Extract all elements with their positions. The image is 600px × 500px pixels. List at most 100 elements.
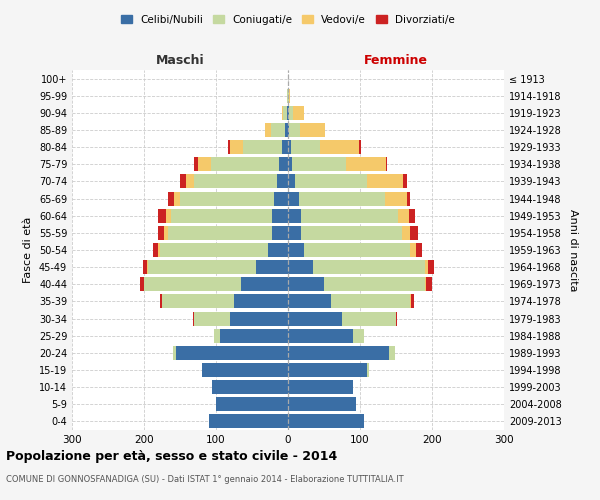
Bar xyxy=(268,243,288,257)
Bar xyxy=(288,123,289,137)
Bar xyxy=(158,208,166,222)
Bar xyxy=(300,123,325,137)
Bar xyxy=(288,88,289,102)
Bar xyxy=(214,328,220,342)
Bar xyxy=(313,260,425,274)
Bar xyxy=(228,140,230,154)
Bar xyxy=(331,294,410,308)
Bar xyxy=(426,278,432,291)
Bar xyxy=(241,278,288,291)
Bar xyxy=(289,88,290,102)
Bar xyxy=(385,192,407,205)
Bar xyxy=(164,226,168,240)
Bar xyxy=(176,346,288,360)
Bar xyxy=(265,123,271,137)
Bar xyxy=(166,208,172,222)
Text: COMUNE DI GONNOSFANADIGA (SU) - Dati ISTAT 1° gennaio 2014 - Elaborazione TUTTIT: COMUNE DI GONNOSFANADIGA (SU) - Dati IST… xyxy=(6,475,404,484)
Bar xyxy=(288,192,299,205)
Bar xyxy=(346,158,386,172)
Text: Maschi: Maschi xyxy=(155,54,205,68)
Bar xyxy=(320,140,359,154)
Bar xyxy=(299,192,385,205)
Bar xyxy=(288,208,301,222)
Bar xyxy=(367,363,368,377)
Bar xyxy=(295,174,367,188)
Bar xyxy=(144,278,241,291)
Bar xyxy=(287,88,288,102)
Bar xyxy=(281,106,283,120)
Bar xyxy=(209,414,288,428)
Bar xyxy=(277,174,288,188)
Bar xyxy=(288,414,364,428)
Bar xyxy=(256,260,288,274)
Bar xyxy=(168,226,272,240)
Bar xyxy=(288,398,356,411)
Bar xyxy=(288,380,353,394)
Bar xyxy=(194,158,198,172)
Bar xyxy=(288,106,289,120)
Bar xyxy=(194,174,277,188)
Bar xyxy=(407,192,410,205)
Bar xyxy=(285,123,288,137)
Bar xyxy=(396,312,397,326)
Legend: Celibi/Nubili, Coniugati/e, Vedovi/e, Divorziati/e: Celibi/Nubili, Coniugati/e, Vedovi/e, Di… xyxy=(117,10,459,29)
Bar xyxy=(398,208,409,222)
Bar xyxy=(186,174,194,188)
Bar xyxy=(359,140,361,154)
Bar xyxy=(193,312,194,326)
Bar xyxy=(169,192,174,205)
Bar xyxy=(158,243,160,257)
Bar xyxy=(152,243,158,257)
Text: Popolazione per età, sesso e stato civile - 2014: Popolazione per età, sesso e stato civil… xyxy=(6,450,337,463)
Bar xyxy=(410,226,418,240)
Bar xyxy=(271,123,285,137)
Y-axis label: Anni di nascita: Anni di nascita xyxy=(568,209,578,291)
Bar xyxy=(403,174,407,188)
Bar xyxy=(288,312,342,326)
Bar xyxy=(428,260,434,274)
Bar xyxy=(288,363,367,377)
Bar xyxy=(409,208,415,222)
Bar xyxy=(180,174,186,188)
Bar xyxy=(160,243,268,257)
Bar xyxy=(230,140,242,154)
Bar xyxy=(212,380,288,394)
Bar xyxy=(291,140,320,154)
Bar xyxy=(274,192,288,205)
Bar xyxy=(174,192,180,205)
Bar xyxy=(425,260,428,274)
Bar xyxy=(172,208,272,222)
Bar xyxy=(140,278,144,291)
Bar xyxy=(162,294,234,308)
Bar xyxy=(402,226,410,240)
Bar xyxy=(386,158,388,172)
Bar xyxy=(342,312,396,326)
Text: Femmine: Femmine xyxy=(364,54,428,68)
Bar xyxy=(289,106,293,120)
Bar xyxy=(234,294,288,308)
Y-axis label: Fasce di età: Fasce di età xyxy=(23,217,33,283)
Bar xyxy=(173,346,176,360)
Bar xyxy=(288,278,324,291)
Bar xyxy=(158,226,164,240)
Bar xyxy=(288,294,331,308)
Bar xyxy=(148,260,256,274)
Bar xyxy=(411,294,414,308)
Bar xyxy=(143,260,147,274)
Bar xyxy=(301,208,398,222)
Bar xyxy=(198,158,211,172)
Bar xyxy=(288,140,291,154)
Bar xyxy=(353,328,364,342)
Bar xyxy=(292,158,346,172)
Bar xyxy=(160,294,162,308)
Bar xyxy=(280,158,288,172)
Bar xyxy=(230,312,288,326)
Bar xyxy=(425,278,426,291)
Bar xyxy=(288,346,389,360)
Bar xyxy=(416,243,422,257)
Bar xyxy=(242,140,282,154)
Bar xyxy=(216,398,288,411)
Bar xyxy=(194,312,230,326)
Bar xyxy=(410,294,411,308)
Bar xyxy=(288,174,295,188)
